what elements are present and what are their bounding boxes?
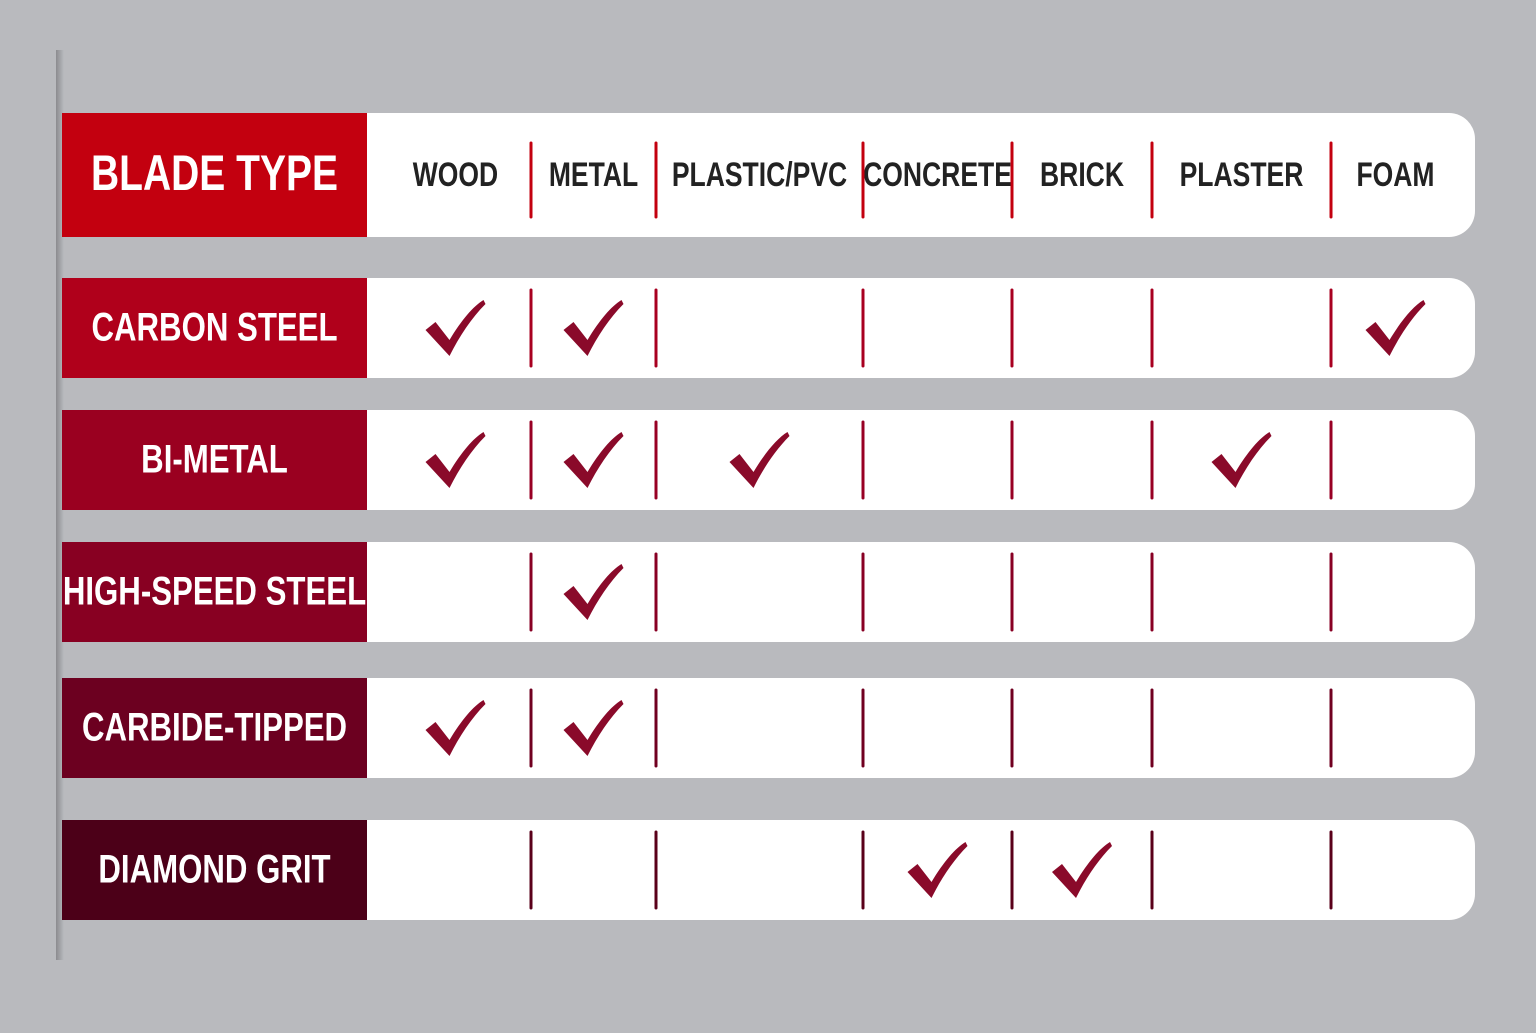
header-row	[367, 113, 1475, 237]
check-mark	[563, 300, 624, 356]
column-header-wrap: WOOD	[413, 156, 498, 194]
row-label-wrap: CARBIDE-TIPPED	[82, 705, 347, 750]
column-header: PLASTIC/PVC	[672, 156, 847, 194]
check-mark	[1052, 842, 1112, 898]
row-label-bg	[62, 820, 367, 920]
check-mark	[563, 700, 624, 756]
column-header-wrap: BRICK	[1040, 156, 1124, 194]
row-label: BI-METAL	[141, 437, 288, 482]
header-title: BLADE TYPE	[91, 144, 338, 201]
column-header: METAL	[549, 156, 638, 194]
row-label-bg	[62, 410, 367, 510]
column-header: PLASTER	[1180, 156, 1304, 194]
row-label-wrap: DIAMOND GRIT	[98, 847, 330, 892]
column-header-wrap: PLASTIC/PVC	[672, 156, 847, 194]
row-label: CARBON STEEL	[91, 305, 337, 350]
table-row	[367, 678, 1475, 778]
row-label-wrap: CARBON STEEL	[91, 305, 337, 350]
row-label: CARBIDE-TIPPED	[82, 705, 347, 750]
check-mark	[425, 432, 486, 488]
shadow	[56, 50, 64, 960]
column-header: FOAM	[1356, 156, 1434, 194]
check-mark	[563, 432, 624, 488]
column-header-wrap: PLASTER	[1180, 156, 1304, 194]
check-mark	[907, 842, 968, 898]
row-label-bg	[62, 278, 367, 378]
check-mark	[425, 700, 486, 756]
column-header: BRICK	[1040, 156, 1124, 194]
check-mark	[425, 300, 486, 356]
table-row	[367, 410, 1475, 510]
column-header: WOOD	[413, 156, 498, 194]
header-title-wrap: BLADE TYPE	[91, 144, 338, 201]
row-label-bg	[62, 542, 367, 642]
column-header-wrap: CONCRETE	[863, 156, 1012, 194]
row-label-wrap: BI-METAL	[141, 437, 288, 482]
row-label: HIGH-SPEED STEEL	[63, 569, 366, 614]
table-row	[367, 542, 1475, 642]
check-mark	[729, 432, 790, 488]
row-label-bg	[62, 678, 367, 778]
check-mark	[1365, 300, 1426, 356]
column-header-wrap: FOAM	[1356, 156, 1434, 194]
column-header-wrap: METAL	[549, 156, 638, 194]
row-label: DIAMOND GRIT	[98, 847, 330, 892]
column-header: CONCRETE	[863, 156, 1012, 194]
table-row	[367, 278, 1475, 378]
row-label-wrap: HIGH-SPEED STEEL	[63, 569, 366, 614]
check-mark	[563, 564, 624, 620]
header-label-bg	[62, 113, 367, 237]
check-mark	[1211, 432, 1272, 488]
